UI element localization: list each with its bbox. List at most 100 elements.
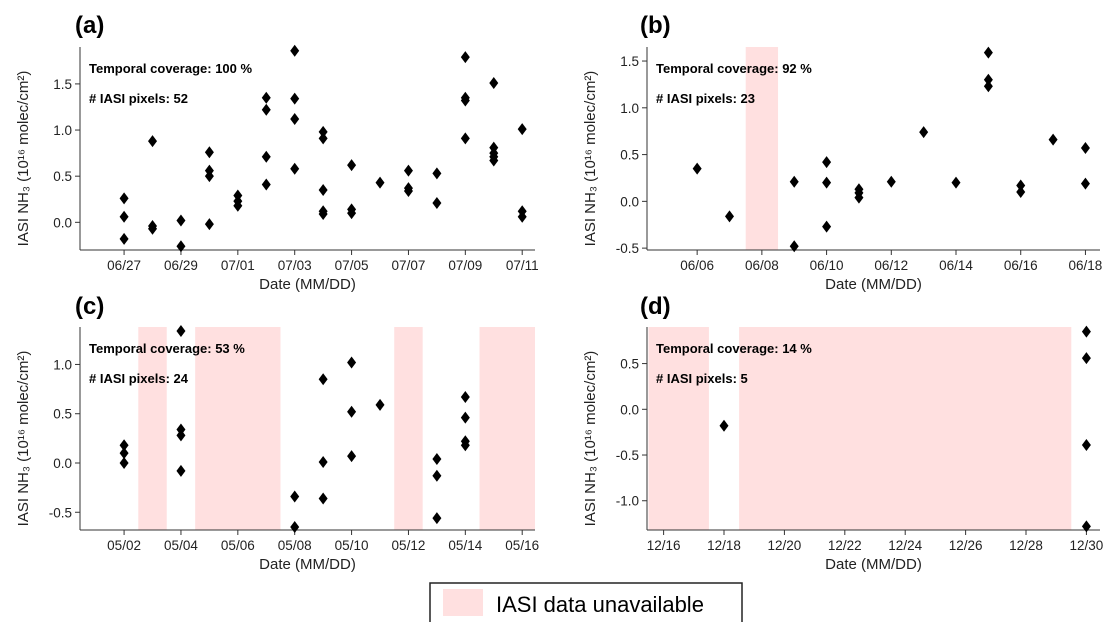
panel-label: (a) bbox=[75, 12, 104, 39]
data-point bbox=[290, 92, 300, 105]
data-point bbox=[951, 176, 961, 189]
unavailable-band-c-2 bbox=[394, 327, 423, 530]
y-tick-label: 0.5 bbox=[620, 148, 639, 163]
legend: IASI data unavailable bbox=[429, 582, 743, 622]
y-tick-label: -0.5 bbox=[616, 448, 639, 463]
x-tick-label: 06/08 bbox=[745, 258, 779, 273]
data-point bbox=[347, 159, 357, 172]
pixels-text: # IASI pixels: 24 bbox=[89, 371, 189, 386]
y-tick-label: 0.0 bbox=[53, 456, 72, 471]
panel-b: -0.5 0.0 0.5 1.0 1.5 06/06 06/08 06/10 06/12 06/1… bbox=[582, 12, 1102, 293]
data-point bbox=[318, 373, 328, 386]
x-tick-label: 12/20 bbox=[768, 538, 802, 553]
panel-label: (d) bbox=[640, 293, 671, 320]
data-point bbox=[1081, 520, 1091, 533]
y-axis-title: IASI NH₃ (10¹⁶ molec/cm²) bbox=[15, 71, 32, 247]
x-tick-label: 06/14 bbox=[939, 258, 973, 273]
x-axis-title: Date (MM/DD) bbox=[825, 556, 922, 573]
x-tick-label: 12/16 bbox=[647, 538, 681, 553]
data-point bbox=[432, 453, 442, 466]
data-point bbox=[290, 521, 300, 534]
x-tick-label: 06/12 bbox=[874, 258, 908, 273]
x-tick-label: 05/02 bbox=[107, 538, 141, 553]
data-point bbox=[261, 91, 271, 104]
unavailable-band-d-0 bbox=[648, 327, 709, 530]
data-point bbox=[290, 162, 300, 175]
x-tick-label: 06/10 bbox=[810, 258, 844, 273]
y-tick-label: 1.0 bbox=[53, 357, 72, 372]
x-axis-title: Date (MM/DD) bbox=[259, 556, 356, 573]
data-point bbox=[204, 170, 214, 183]
unavailable-band-c-0 bbox=[138, 327, 167, 530]
data-point bbox=[460, 390, 470, 403]
x-tick-label: 05/16 bbox=[505, 538, 539, 553]
data-point bbox=[290, 490, 300, 503]
x-tick-label: 12/22 bbox=[828, 538, 862, 553]
data-point bbox=[176, 214, 186, 227]
x-tick-label: 06/27 bbox=[107, 258, 141, 273]
x-tick-label: 07/05 bbox=[335, 258, 369, 273]
pixels-text: # IASI pixels: 52 bbox=[89, 91, 188, 106]
data-point bbox=[261, 178, 271, 191]
data-point bbox=[176, 464, 186, 477]
data-point bbox=[403, 184, 413, 197]
x-tick-label: 05/14 bbox=[448, 538, 482, 553]
x-tick-label: 12/30 bbox=[1070, 538, 1104, 553]
y-tick-label: 0.0 bbox=[620, 194, 639, 209]
data-point bbox=[290, 112, 300, 125]
data-point bbox=[318, 208, 328, 221]
y-tick-label: 0.5 bbox=[620, 357, 639, 372]
data-point bbox=[148, 135, 158, 148]
x-tick-label: 07/11 bbox=[506, 258, 539, 273]
data-point bbox=[403, 164, 413, 177]
data-point bbox=[854, 191, 864, 204]
pixels-text: # IASI pixels: 5 bbox=[656, 371, 748, 386]
data-point bbox=[822, 156, 832, 169]
x-tick-label: 05/08 bbox=[278, 538, 312, 553]
data-point bbox=[119, 439, 129, 452]
data-point bbox=[204, 146, 214, 159]
legend-label: IASI data unavailable bbox=[496, 592, 704, 617]
data-point bbox=[119, 192, 129, 205]
data-point bbox=[1048, 133, 1058, 146]
data-point bbox=[789, 240, 799, 253]
x-tick-label: 05/06 bbox=[221, 538, 255, 553]
data-point bbox=[432, 196, 442, 209]
data-point bbox=[517, 210, 527, 223]
data-point bbox=[261, 150, 271, 163]
x-tick-label: 05/04 bbox=[164, 538, 198, 553]
data-point bbox=[318, 125, 328, 138]
data-point bbox=[347, 207, 357, 220]
y-axis-title: IASI NH₃ (10¹⁶ molec/cm²) bbox=[15, 351, 32, 527]
coverage-text: Temporal coverage: 53 % bbox=[89, 341, 245, 356]
data-point bbox=[886, 175, 896, 188]
coverage-text: Temporal coverage: 100 % bbox=[89, 61, 252, 76]
data-point bbox=[119, 447, 129, 460]
coverage-text: Temporal coverage: 14 % bbox=[656, 341, 812, 356]
data-point bbox=[692, 162, 702, 175]
panel-a: 0.0 0.5 1.0 1.5 06/27 06/29 07/01 07/03 07/05 07/… bbox=[15, 12, 539, 293]
y-tick-label: -0.5 bbox=[49, 505, 72, 520]
y-axis-title: IASI NH₃ (10¹⁶ molec/cm²) bbox=[582, 71, 599, 247]
data-point bbox=[983, 73, 993, 86]
x-axis-title: Date (MM/DD) bbox=[825, 276, 922, 293]
x-tick-label: 12/24 bbox=[888, 538, 922, 553]
data-point bbox=[119, 232, 129, 245]
data-point bbox=[460, 411, 470, 424]
data-point bbox=[1080, 177, 1090, 190]
y-tick-label: 0.5 bbox=[53, 407, 72, 422]
data-point bbox=[318, 492, 328, 505]
pixels-text: # IASI pixels: 23 bbox=[656, 91, 755, 106]
data-point bbox=[290, 44, 300, 57]
panel-label: (c) bbox=[75, 293, 104, 320]
data-point bbox=[347, 450, 357, 463]
data-point bbox=[432, 167, 442, 180]
coverage-text: Temporal coverage: 92 % bbox=[656, 61, 812, 76]
x-tick-label: 12/18 bbox=[707, 538, 741, 553]
y-tick-label: 1.0 bbox=[53, 123, 72, 138]
data-point bbox=[983, 46, 993, 59]
data-point bbox=[822, 176, 832, 189]
data-point bbox=[375, 398, 385, 411]
x-tick-label: 12/26 bbox=[949, 538, 983, 553]
